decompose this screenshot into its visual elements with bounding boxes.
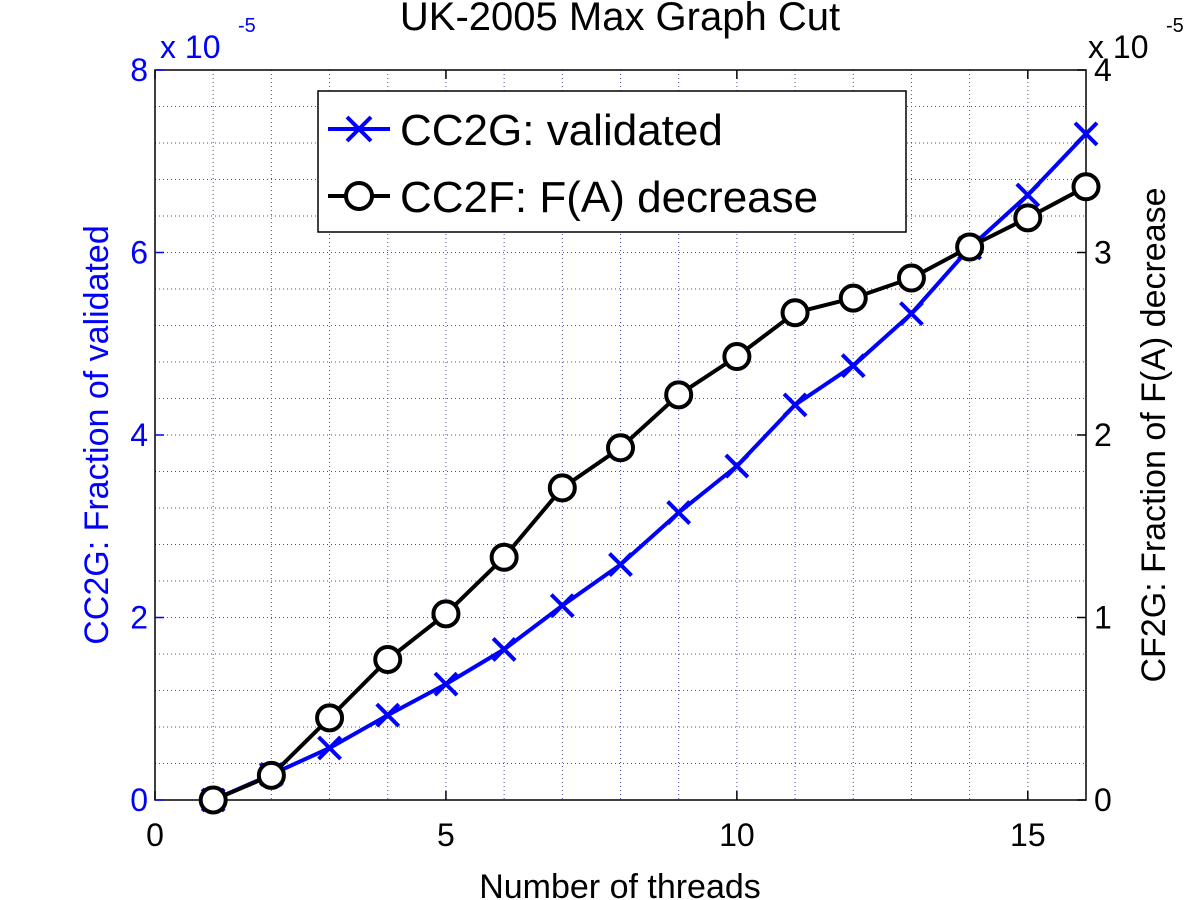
data-point-cc2g bbox=[1015, 182, 1041, 208]
x-tick-label: 10 bbox=[719, 817, 755, 853]
data-point-cc2f bbox=[256, 760, 286, 790]
series-line-0 bbox=[212, 132, 1088, 802]
chart-title: UK-2005 Max Graph Cut bbox=[400, 0, 840, 39]
data-point-cc2g bbox=[491, 637, 517, 662]
data-point-cc2g bbox=[608, 552, 633, 577]
data-point-cc2f bbox=[489, 542, 519, 572]
data-point-cc2f bbox=[838, 283, 868, 313]
left-y-tick-label: 0 bbox=[130, 782, 148, 818]
data-point-cc2f bbox=[722, 342, 752, 372]
data-point-cc2g bbox=[724, 453, 750, 479]
legend-marker-cc2f bbox=[344, 181, 374, 211]
right-y-tick-label: 0 bbox=[1094, 782, 1112, 818]
svg-text:x 10: x 10 bbox=[1088, 29, 1148, 65]
data-point-cc2f bbox=[955, 232, 985, 262]
right-y-tick-label: 2 bbox=[1094, 417, 1112, 453]
data-point-cc2f bbox=[664, 380, 694, 410]
data-point-cc2g bbox=[899, 301, 924, 327]
right-y-tick-label: 1 bbox=[1094, 600, 1112, 636]
legend: CC2G: validated CC2F: F(A) decrease bbox=[317, 90, 907, 233]
left-exponent-label: x 10 -5 bbox=[160, 15, 256, 65]
data-point-cc2f bbox=[547, 473, 577, 503]
data-point-cc2g bbox=[549, 593, 575, 619]
data-point-cc2f bbox=[896, 263, 926, 293]
series-layer bbox=[198, 121, 1101, 815]
data-point-cc2g bbox=[1073, 121, 1099, 147]
right-exponent-label: x 10 -5 bbox=[1088, 15, 1184, 65]
data-point-cc2g bbox=[317, 735, 342, 761]
data-point-cc2g bbox=[433, 671, 459, 697]
data-point-cc2g bbox=[840, 353, 866, 379]
data-point-cc2f bbox=[198, 785, 228, 815]
legend-label-cc2g: CC2G: validated bbox=[400, 106, 723, 155]
legend-box bbox=[317, 90, 907, 233]
left-y-axis-label: CC2G: Fraction of validated bbox=[78, 225, 116, 645]
legend-label-cc2f: CC2F: F(A) decrease bbox=[400, 173, 818, 222]
data-point-cc2f bbox=[780, 298, 810, 328]
data-point-cc2f bbox=[431, 599, 461, 629]
data-point-cc2g bbox=[375, 702, 401, 728]
svg-text:-5: -5 bbox=[238, 15, 256, 37]
x-axis-label: Number of threads bbox=[479, 868, 761, 900]
svg-text:x 10: x 10 bbox=[160, 29, 220, 65]
right-y-axis-label: CF2G: Fraction of F(A) decrease bbox=[1135, 187, 1173, 682]
data-point-cc2g bbox=[666, 500, 692, 525]
axis-ticks: 0 5 10 15 0 2 4 6 8 0 1 2 3 4 bbox=[130, 52, 1112, 853]
data-point-cc2f bbox=[1013, 203, 1043, 233]
legend-marker-cc2g bbox=[345, 115, 373, 143]
left-y-tick-label: 6 bbox=[130, 235, 148, 271]
right-y-tick-label: 3 bbox=[1094, 235, 1112, 271]
x-tick-label: 5 bbox=[437, 817, 455, 853]
data-point-cc2f bbox=[315, 703, 345, 733]
svg-text:-5: -5 bbox=[1166, 15, 1184, 37]
left-y-tick-label: 2 bbox=[130, 600, 148, 636]
left-y-tick-label: 8 bbox=[130, 52, 148, 88]
right-y-tick-label: 4 bbox=[1094, 52, 1112, 88]
data-point-cc2f bbox=[1071, 172, 1101, 202]
data-point-cc2f bbox=[373, 644, 403, 674]
x-tick-label: 0 bbox=[146, 817, 164, 853]
data-point-cc2g bbox=[782, 392, 808, 418]
x-tick-label: 15 bbox=[1010, 817, 1046, 853]
left-y-tick-label: 4 bbox=[130, 417, 148, 453]
data-point-cc2f bbox=[606, 433, 635, 463]
series-line-1 bbox=[212, 185, 1087, 802]
